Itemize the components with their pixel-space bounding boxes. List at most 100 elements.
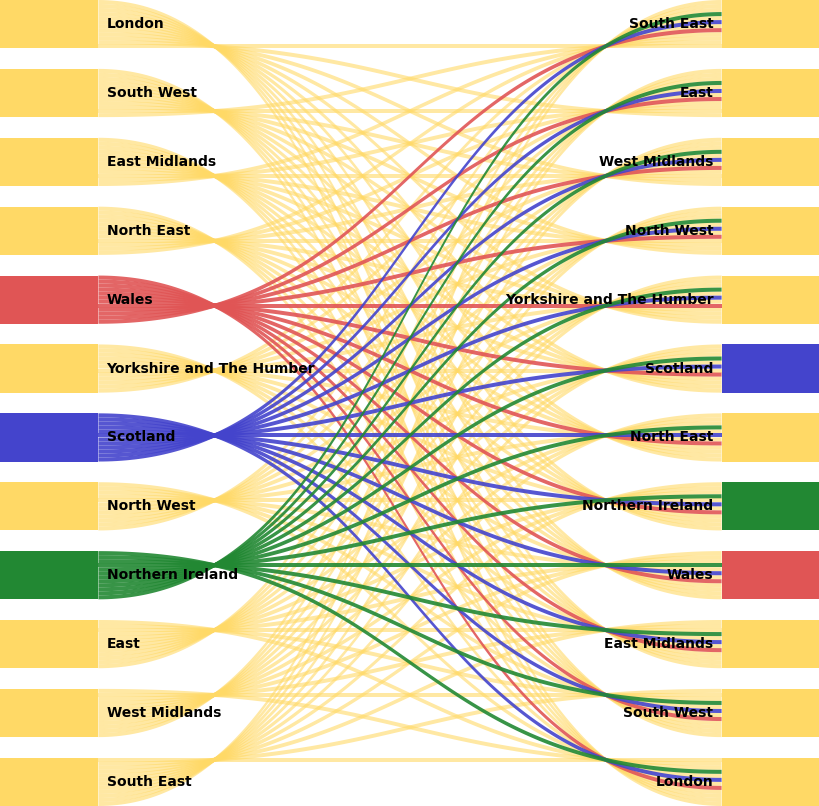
Polygon shape bbox=[98, 422, 721, 644]
Polygon shape bbox=[98, 430, 721, 506]
Polygon shape bbox=[98, 413, 721, 782]
Polygon shape bbox=[98, 89, 721, 458]
Polygon shape bbox=[98, 620, 721, 770]
Polygon shape bbox=[98, 360, 721, 510]
Polygon shape bbox=[98, 559, 721, 636]
Polygon shape bbox=[98, 8, 721, 668]
Polygon shape bbox=[98, 494, 721, 571]
Polygon shape bbox=[98, 368, 721, 372]
Polygon shape bbox=[98, 300, 721, 376]
Polygon shape bbox=[98, 150, 721, 592]
Polygon shape bbox=[98, 218, 721, 588]
Polygon shape bbox=[98, 154, 721, 522]
Polygon shape bbox=[98, 24, 721, 393]
Text: South West: South West bbox=[106, 86, 197, 100]
Polygon shape bbox=[98, 276, 721, 790]
Polygon shape bbox=[98, 93, 721, 388]
Polygon shape bbox=[98, 620, 721, 770]
Polygon shape bbox=[98, 563, 721, 567]
Bar bbox=[721, 206, 819, 255]
Polygon shape bbox=[98, 166, 721, 316]
Polygon shape bbox=[98, 69, 721, 802]
Polygon shape bbox=[98, 430, 721, 506]
Bar bbox=[0, 620, 98, 668]
Polygon shape bbox=[98, 32, 721, 255]
Polygon shape bbox=[98, 44, 721, 48]
Polygon shape bbox=[98, 689, 721, 766]
Polygon shape bbox=[98, 32, 721, 255]
Polygon shape bbox=[98, 486, 721, 709]
Polygon shape bbox=[98, 162, 721, 384]
Polygon shape bbox=[98, 555, 721, 705]
Polygon shape bbox=[98, 222, 721, 518]
Polygon shape bbox=[98, 624, 721, 701]
Text: Scotland: Scotland bbox=[106, 430, 174, 444]
Polygon shape bbox=[98, 486, 721, 709]
Bar bbox=[0, 69, 98, 117]
Polygon shape bbox=[98, 222, 721, 518]
Polygon shape bbox=[98, 0, 721, 806]
Polygon shape bbox=[98, 276, 721, 790]
Polygon shape bbox=[98, 24, 721, 393]
Polygon shape bbox=[98, 16, 721, 530]
Bar bbox=[721, 551, 819, 600]
Polygon shape bbox=[98, 624, 721, 701]
Polygon shape bbox=[98, 482, 721, 778]
Polygon shape bbox=[98, 498, 721, 502]
Polygon shape bbox=[98, 284, 721, 652]
Bar bbox=[0, 551, 98, 600]
Polygon shape bbox=[98, 81, 721, 596]
Polygon shape bbox=[98, 304, 721, 308]
Polygon shape bbox=[98, 146, 721, 660]
Polygon shape bbox=[98, 40, 721, 117]
Text: North West: North West bbox=[106, 500, 195, 513]
Polygon shape bbox=[98, 689, 721, 766]
Text: London: London bbox=[655, 775, 713, 789]
Polygon shape bbox=[98, 16, 721, 530]
Polygon shape bbox=[98, 170, 721, 247]
Bar bbox=[721, 413, 819, 462]
Polygon shape bbox=[98, 422, 721, 644]
Polygon shape bbox=[98, 292, 721, 514]
Text: Northern Ireland: Northern Ireland bbox=[106, 568, 238, 582]
Polygon shape bbox=[98, 280, 721, 721]
Polygon shape bbox=[98, 28, 721, 324]
Bar bbox=[721, 138, 819, 186]
Text: Northern Ireland: Northern Ireland bbox=[581, 500, 713, 513]
Polygon shape bbox=[98, 73, 721, 733]
Text: North East: North East bbox=[629, 430, 713, 444]
Polygon shape bbox=[98, 280, 721, 721]
Bar bbox=[0, 413, 98, 462]
Bar bbox=[721, 482, 819, 530]
Polygon shape bbox=[98, 166, 721, 316]
Polygon shape bbox=[98, 8, 721, 668]
Polygon shape bbox=[98, 93, 721, 388]
Polygon shape bbox=[98, 77, 721, 664]
Polygon shape bbox=[98, 218, 721, 588]
Polygon shape bbox=[98, 0, 721, 806]
Polygon shape bbox=[98, 154, 721, 522]
Polygon shape bbox=[98, 85, 721, 526]
Polygon shape bbox=[98, 296, 721, 446]
Polygon shape bbox=[98, 89, 721, 458]
Polygon shape bbox=[98, 97, 721, 320]
Polygon shape bbox=[98, 4, 721, 737]
Polygon shape bbox=[98, 344, 721, 786]
Polygon shape bbox=[98, 81, 721, 596]
Polygon shape bbox=[98, 356, 721, 580]
Text: Wales: Wales bbox=[106, 293, 153, 306]
Polygon shape bbox=[98, 214, 721, 656]
Polygon shape bbox=[98, 69, 721, 802]
Polygon shape bbox=[98, 12, 721, 600]
Polygon shape bbox=[98, 85, 721, 526]
Polygon shape bbox=[98, 352, 721, 648]
Bar bbox=[0, 344, 98, 393]
Polygon shape bbox=[98, 693, 721, 697]
Polygon shape bbox=[98, 296, 721, 446]
Polygon shape bbox=[98, 482, 721, 778]
Text: London: London bbox=[106, 17, 164, 31]
Polygon shape bbox=[98, 105, 721, 182]
Polygon shape bbox=[98, 426, 721, 575]
Polygon shape bbox=[98, 28, 721, 324]
Bar bbox=[721, 344, 819, 393]
